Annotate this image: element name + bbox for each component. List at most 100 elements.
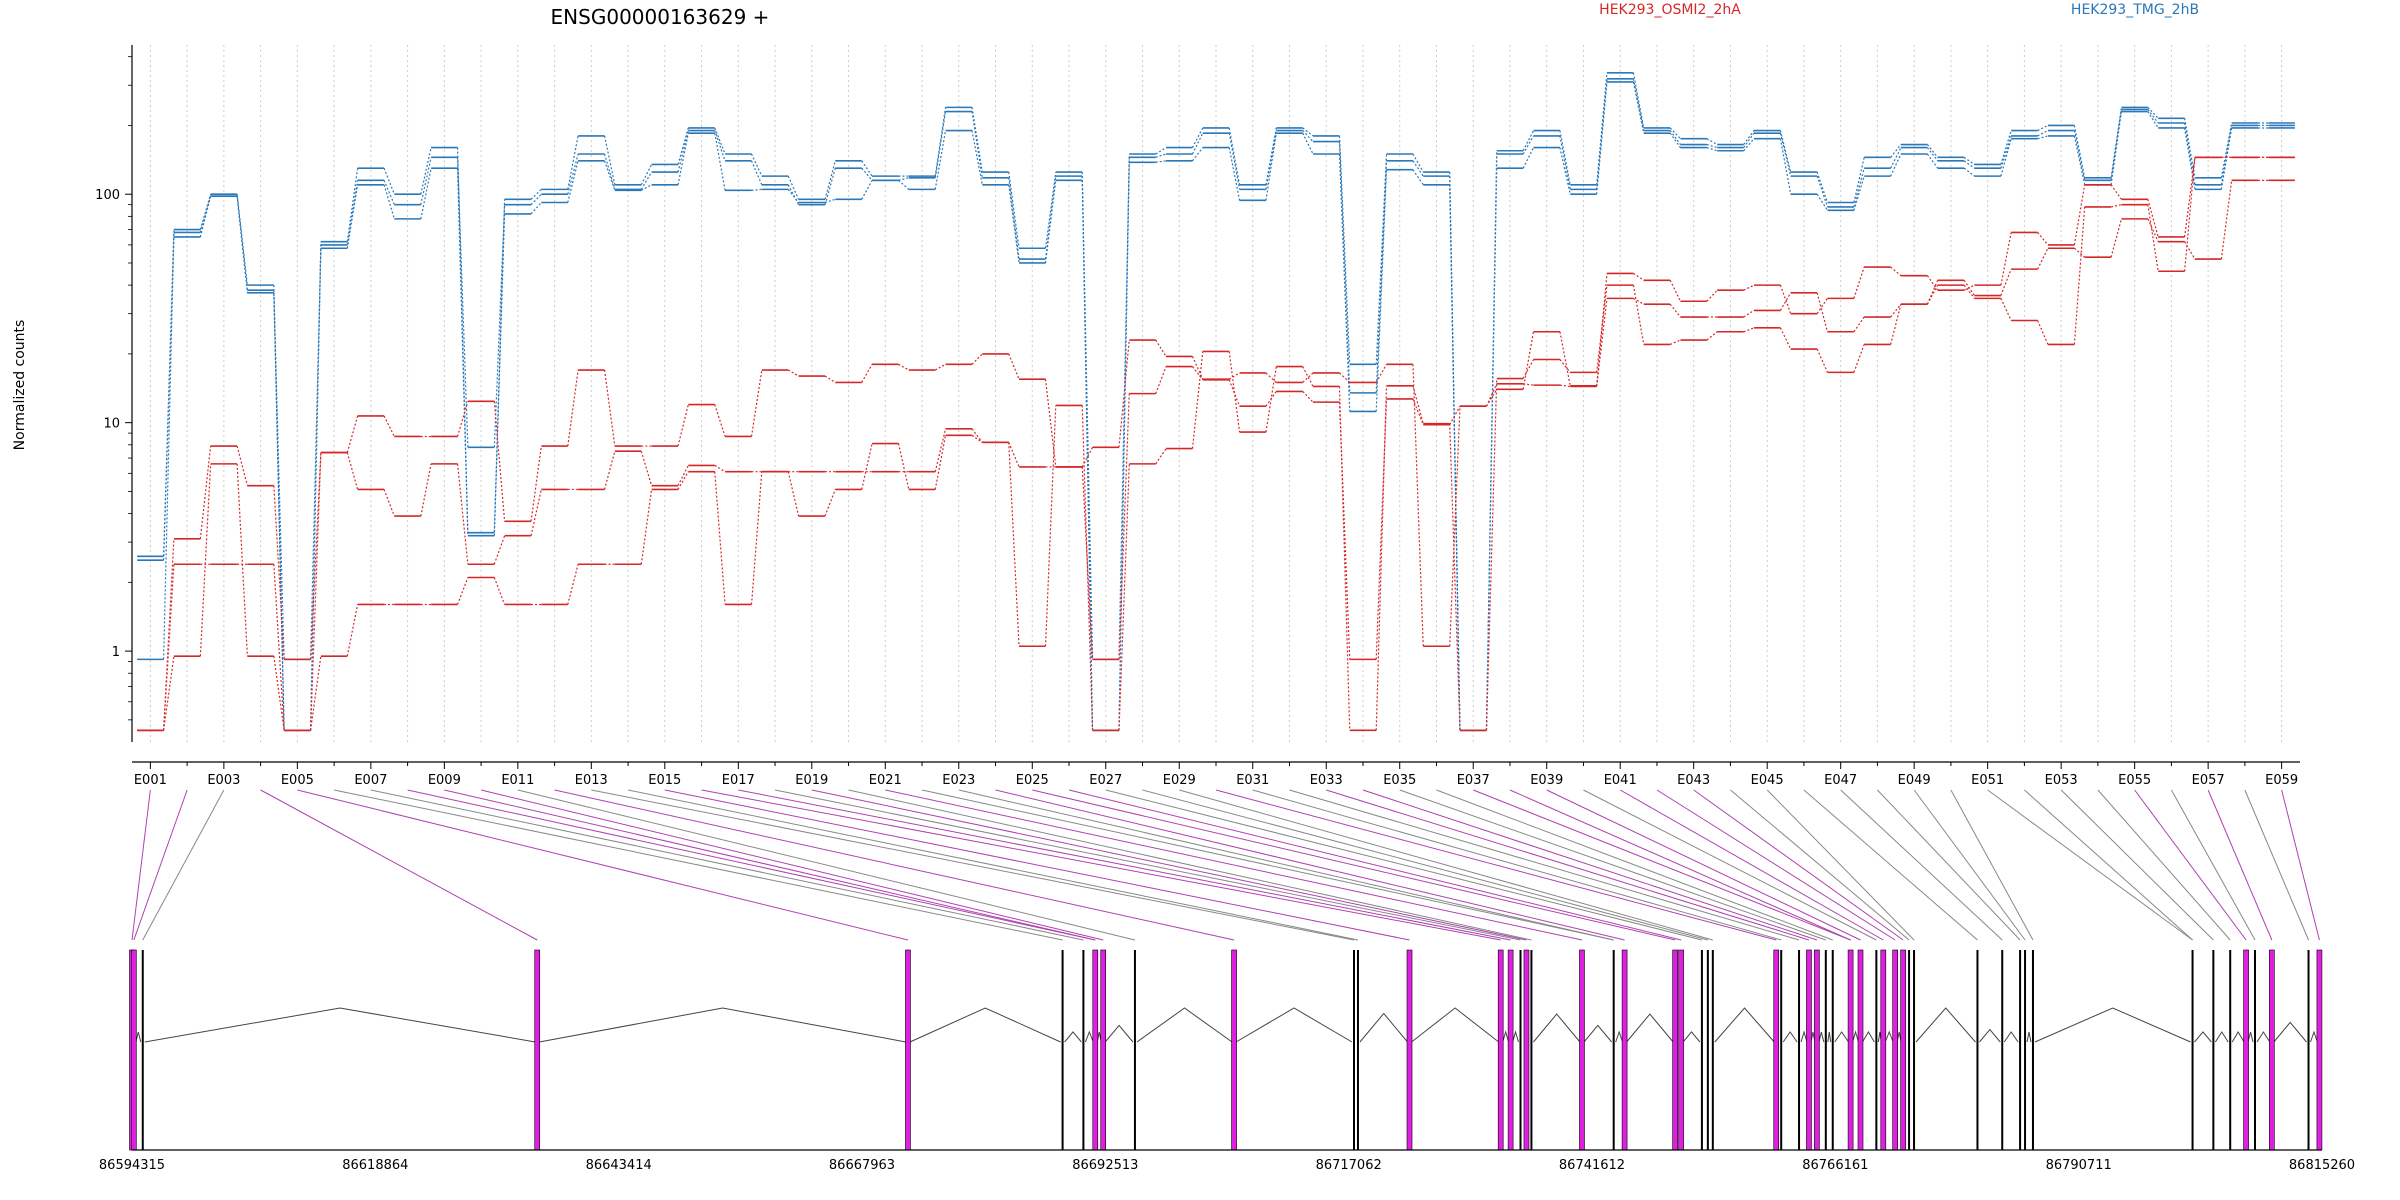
join-E055	[2147, 204, 2159, 272]
connector-E026	[1068, 789, 1682, 941]
exon-37	[1880, 949, 1887, 1151]
join-E042	[1669, 130, 1681, 145]
connector-E033	[1326, 789, 1810, 941]
exon-39	[1900, 949, 1906, 1151]
y-tick-label-10: 10	[103, 417, 120, 432]
exon-51	[2253, 950, 2256, 1150]
join-E039	[1559, 331, 1571, 386]
x-tick-label-E015: E015	[648, 773, 681, 788]
x-tick-label-E023: E023	[942, 773, 975, 788]
intron-41	[1915, 1007, 1976, 1043]
join-E019	[824, 489, 836, 517]
gene-model	[129, 949, 2323, 1151]
join-E016	[714, 133, 726, 191]
genomic-tick-label-4: 86692513	[1072, 1158, 1138, 1173]
join-E015	[677, 404, 689, 447]
join-E050	[1963, 160, 1975, 169]
join-E019	[824, 375, 836, 383]
join-E055	[2147, 218, 2159, 242]
join-E029	[1192, 147, 1204, 162]
join-E028	[1155, 147, 1167, 155]
intron-35	[1862, 1031, 1875, 1043]
join-E042	[1669, 303, 1681, 318]
intron-48	[2214, 1031, 2229, 1043]
x-tick-label-E001: E001	[134, 773, 167, 788]
join-E035	[1412, 160, 1424, 177]
join-E048	[1890, 153, 1902, 177]
join-E041	[1632, 78, 1645, 131]
join-E051	[2000, 130, 2012, 165]
connector-E050	[1950, 789, 2034, 941]
join-E008	[420, 463, 432, 517]
join-E051	[2000, 298, 2012, 321]
connector-E009	[444, 789, 1096, 941]
join-E031	[1265, 366, 1277, 433]
x-tick-label-E055: E055	[2118, 773, 2151, 788]
join-E001	[163, 236, 175, 561]
join-E017	[750, 160, 763, 186]
intron-43	[2003, 1031, 2019, 1043]
x-tick-label-E021: E021	[869, 773, 902, 788]
join-E035	[1412, 364, 1424, 647]
x-tick-label-E007: E007	[354, 773, 387, 788]
join-E002	[199, 194, 212, 230]
genomic-tick-label-6: 86741612	[1559, 1158, 1625, 1173]
series-HEK293_OSMI2_2hA-4	[137, 179, 2295, 732]
join-E053	[2073, 247, 2086, 258]
connector-E044	[1730, 789, 1910, 941]
join-E030	[1228, 147, 1241, 201]
join-E032	[1302, 130, 1314, 142]
join-E022	[934, 130, 947, 190]
join-E033	[1338, 402, 1351, 660]
join-E002	[199, 196, 212, 238]
y-tick-label-100: 100	[95, 188, 120, 203]
join-E047	[1853, 316, 1865, 333]
connector-E037	[1473, 789, 1851, 941]
intron-33	[1834, 1031, 1849, 1043]
connector-E002	[133, 789, 188, 941]
join-E035	[1412, 398, 1424, 425]
join-E027	[1118, 162, 1130, 731]
x-ticks: E001 E003 E005 E007 E009 E011 E013 E015 E017 E019…	[134, 762, 2298, 788]
join-E054	[2110, 184, 2122, 200]
join-E006	[346, 168, 359, 242]
exon-43	[2001, 950, 2004, 1150]
join-E050	[1963, 279, 1975, 296]
join-E049	[1926, 284, 1939, 305]
intron-21	[1626, 1013, 1674, 1043]
join-E042	[1669, 132, 1681, 148]
genomic-tick-label-3: 86667963	[829, 1158, 895, 1173]
exon-30	[1806, 949, 1812, 1151]
join-E027	[1118, 393, 1130, 660]
join-E010	[493, 535, 506, 565]
exon-2	[141, 950, 144, 1150]
join-E021	[898, 363, 910, 371]
join-E021	[897, 443, 910, 490]
join-E004	[273, 290, 285, 731]
connector-E059	[2281, 789, 2320, 941]
join-E018	[787, 369, 799, 377]
join-E023	[971, 107, 983, 173]
join-E044	[1743, 138, 1755, 152]
join-E030	[1228, 379, 1241, 407]
x-tick-label-E011: E011	[501, 773, 534, 788]
join-E028	[1155, 366, 1167, 394]
join-E044	[1743, 132, 1755, 148]
exon-27	[1773, 949, 1780, 1151]
intron-32	[1827, 1031, 1832, 1043]
exon-22	[1672, 949, 1678, 1151]
join-E052	[2037, 232, 2049, 246]
join-E044	[1743, 327, 1755, 333]
join-E034	[1375, 385, 1388, 731]
join-E041	[1633, 272, 1645, 281]
exon-36	[1875, 950, 1878, 1150]
join-E035	[1412, 169, 1424, 186]
connector-E040	[1583, 789, 1877, 941]
join-E005	[309, 248, 322, 660]
connector-E005	[297, 789, 909, 941]
join-E031	[1265, 130, 1277, 190]
join-E041	[1632, 72, 1645, 129]
join-E033	[1338, 386, 1351, 731]
join-E049	[1926, 147, 1939, 162]
join-E024	[1008, 353, 1020, 380]
